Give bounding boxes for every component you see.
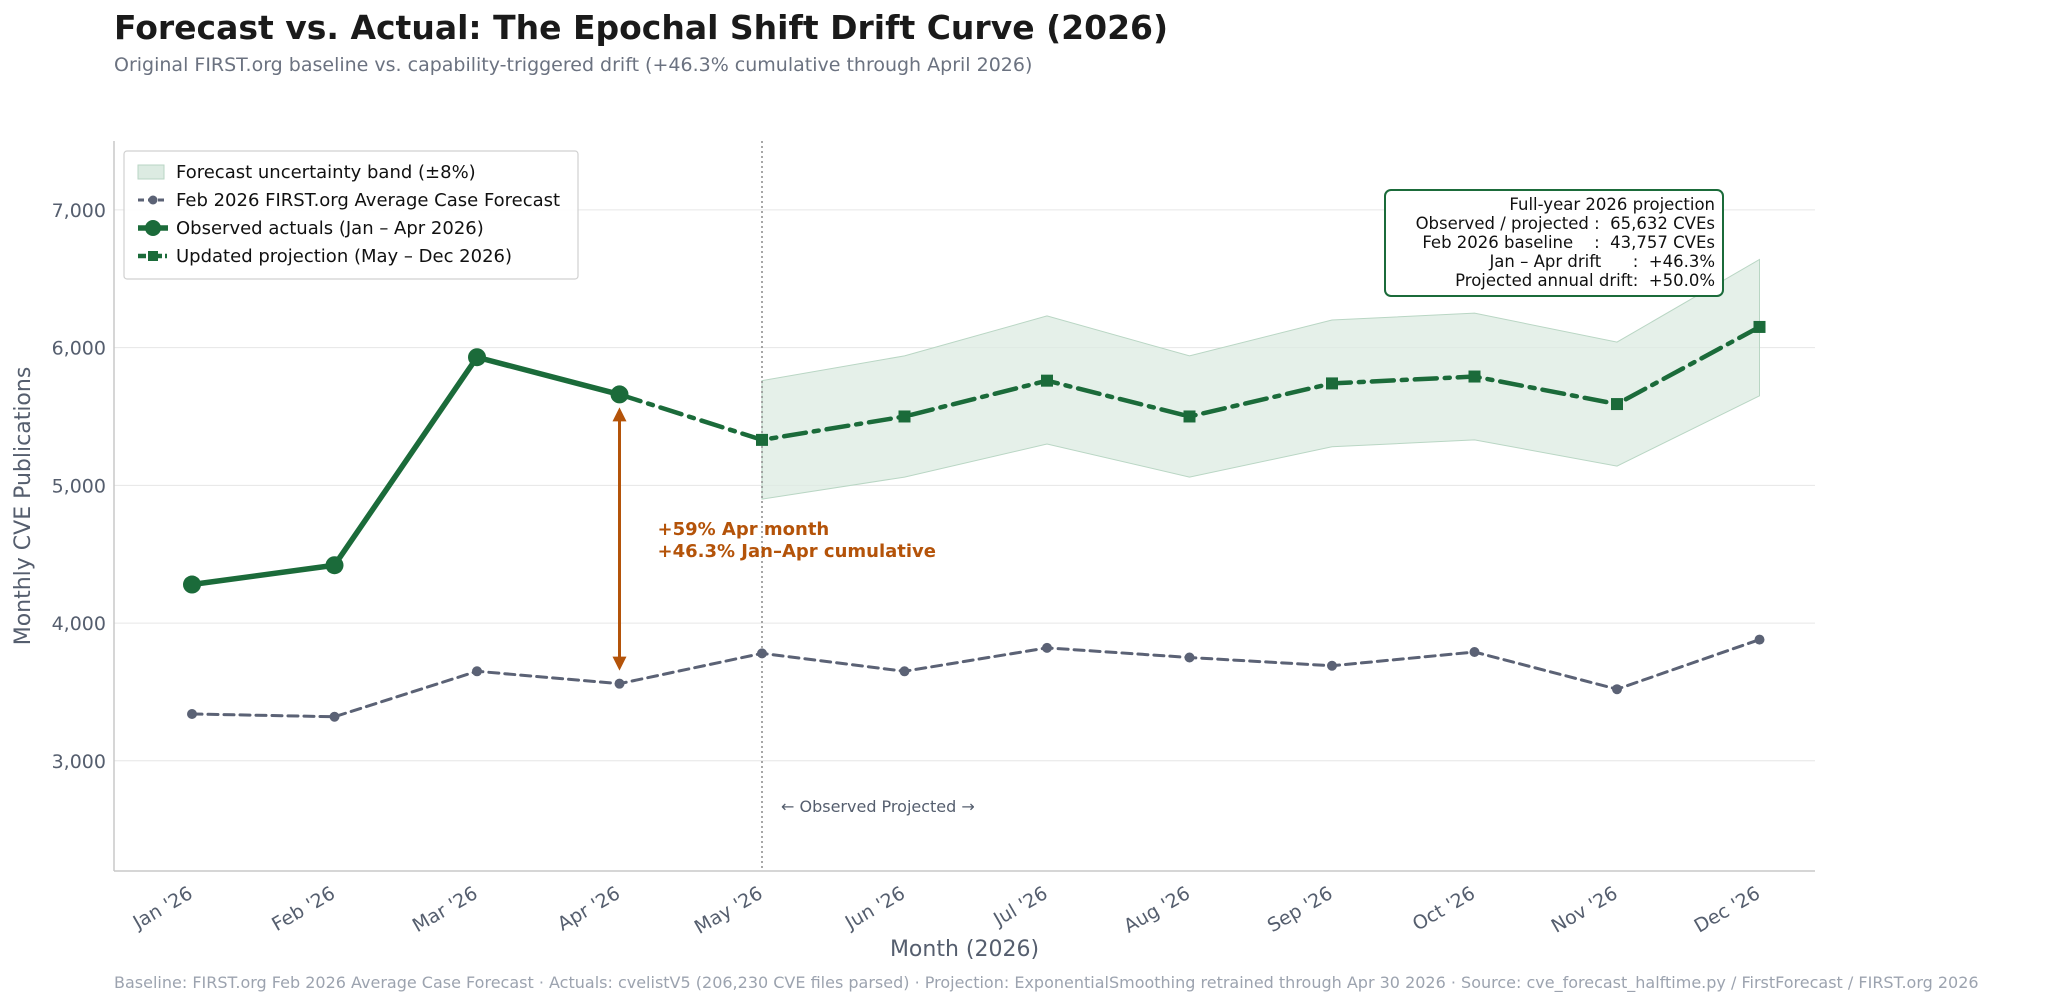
chart-subtitle: Original FIRST.org baseline vs. capabili… xyxy=(114,54,1032,76)
x-axis-label: Month (2026) xyxy=(890,937,1039,962)
data-point xyxy=(1753,320,1766,333)
x-tick-label: Nov '26 xyxy=(1548,882,1622,937)
drift-annotation-month: +59% Apr month xyxy=(658,519,830,540)
summary-box-frame xyxy=(1384,189,1724,297)
legend-marker xyxy=(148,195,158,205)
data-point xyxy=(1469,647,1480,657)
data-point xyxy=(614,678,625,689)
legend-item: Feb 2026 FIRST.org Average Case Forecast xyxy=(138,190,560,211)
data-point xyxy=(1183,410,1196,423)
data-point xyxy=(1468,370,1481,383)
summary-box-line: Feb 2026 baseline : 43,757 CVEs xyxy=(1422,233,1715,252)
data-point xyxy=(1042,642,1052,653)
drift-arrow-head-down xyxy=(612,656,627,671)
legend-swatch xyxy=(137,164,165,180)
y-tick-label: 5,000 xyxy=(52,475,106,497)
legend-label: Observed actuals (Jan – Apr 2026) xyxy=(176,218,484,239)
legend-label: Feb 2026 FIRST.org Average Case Forecast xyxy=(176,190,560,211)
data-point xyxy=(1326,377,1338,390)
y-tick-label: 6,000 xyxy=(52,338,106,360)
footer-source-note: Baseline: FIRST.org Feb 2026 Average Cas… xyxy=(114,973,1979,993)
divider-label: ← Observed Projected → xyxy=(781,797,975,816)
drift-arrow-head-up xyxy=(612,407,627,422)
x-tick-label: Feb '26 xyxy=(268,882,339,936)
data-point xyxy=(1611,398,1623,411)
legend: Forecast uncertainty band (±8%) Feb 2026 … xyxy=(123,150,579,280)
data-point xyxy=(1612,684,1622,695)
series-line xyxy=(190,638,1761,719)
x-tick-label: Mar '26 xyxy=(409,882,482,937)
y-tick-label: 4,000 xyxy=(52,613,106,635)
drift-annotation-cumulative: +46.3% Jan–Apr cumulative xyxy=(658,541,937,562)
data-point xyxy=(757,648,767,659)
x-tick-label: Apr '26 xyxy=(554,882,624,935)
series-1 xyxy=(183,348,629,594)
data-point xyxy=(183,575,201,594)
x-tick-label: Sep '26 xyxy=(1264,882,1337,937)
x-tick-label: Aug '26 xyxy=(1120,882,1194,937)
x-tick-label: Jan '26 xyxy=(129,882,197,934)
data-point xyxy=(1184,652,1195,663)
series-layer xyxy=(183,320,1766,722)
legend-item: Observed actuals (Jan – Apr 2026) xyxy=(138,218,484,239)
legend-item: Forecast uncertainty band (±8%) xyxy=(137,162,476,183)
legend-marker xyxy=(148,251,158,261)
series-0 xyxy=(187,634,1765,722)
x-tick-label: Jul '26 xyxy=(989,882,1051,931)
x-tick-label: Oct '26 xyxy=(1409,882,1479,935)
legend-label: Forecast uncertainty band (±8%) xyxy=(176,162,476,183)
drift-arrow-layer: +59% Apr month +46.3% Jan–Apr cumulative xyxy=(612,407,937,671)
data-point xyxy=(1327,660,1337,671)
summary-box-line: Projected annual drift: +50.0% xyxy=(1455,271,1715,290)
data-point xyxy=(899,666,910,677)
series-line xyxy=(189,354,623,588)
summary-box-line: Observed / projected : 65,632 CVEs xyxy=(1416,214,1715,233)
uncertainty-band-layer xyxy=(761,258,1760,500)
legend-label: Updated projection (May – Dec 2026) xyxy=(176,246,512,267)
x-tick-label: Jun '26 xyxy=(841,882,909,934)
data-point xyxy=(756,433,768,446)
data-point xyxy=(187,708,197,719)
data-point xyxy=(329,711,340,722)
x-tick-label: Dec '26 xyxy=(1690,882,1764,937)
axes xyxy=(113,141,1815,872)
observed-projected-divider: ← Observed Projected → xyxy=(761,141,975,871)
summary-box-line: Full-year 2026 projection xyxy=(1509,195,1715,214)
data-point xyxy=(468,348,486,367)
y-tick-label: 3,000 xyxy=(52,751,106,773)
legend-item: Updated projection (May – Dec 2026) xyxy=(138,246,512,267)
data-point xyxy=(472,666,482,677)
data-point xyxy=(1754,634,1765,645)
y-tick-label: 7,000 xyxy=(52,200,106,222)
series-2 xyxy=(617,320,1766,446)
chart-title: Forecast vs. Actual: The Epochal Shift D… xyxy=(114,8,1168,47)
data-point xyxy=(325,556,344,575)
summary-box-line: Jan – Apr drift : +46.3% xyxy=(1488,252,1715,271)
legend-frame xyxy=(123,150,579,280)
y-axis-label: Monthly CVE Publications xyxy=(11,367,36,646)
data-point xyxy=(1041,374,1053,387)
legend-marker xyxy=(145,220,161,236)
uncertainty-band xyxy=(761,258,1760,500)
data-point xyxy=(898,410,911,423)
x-tick-label: May '26 xyxy=(691,882,767,938)
